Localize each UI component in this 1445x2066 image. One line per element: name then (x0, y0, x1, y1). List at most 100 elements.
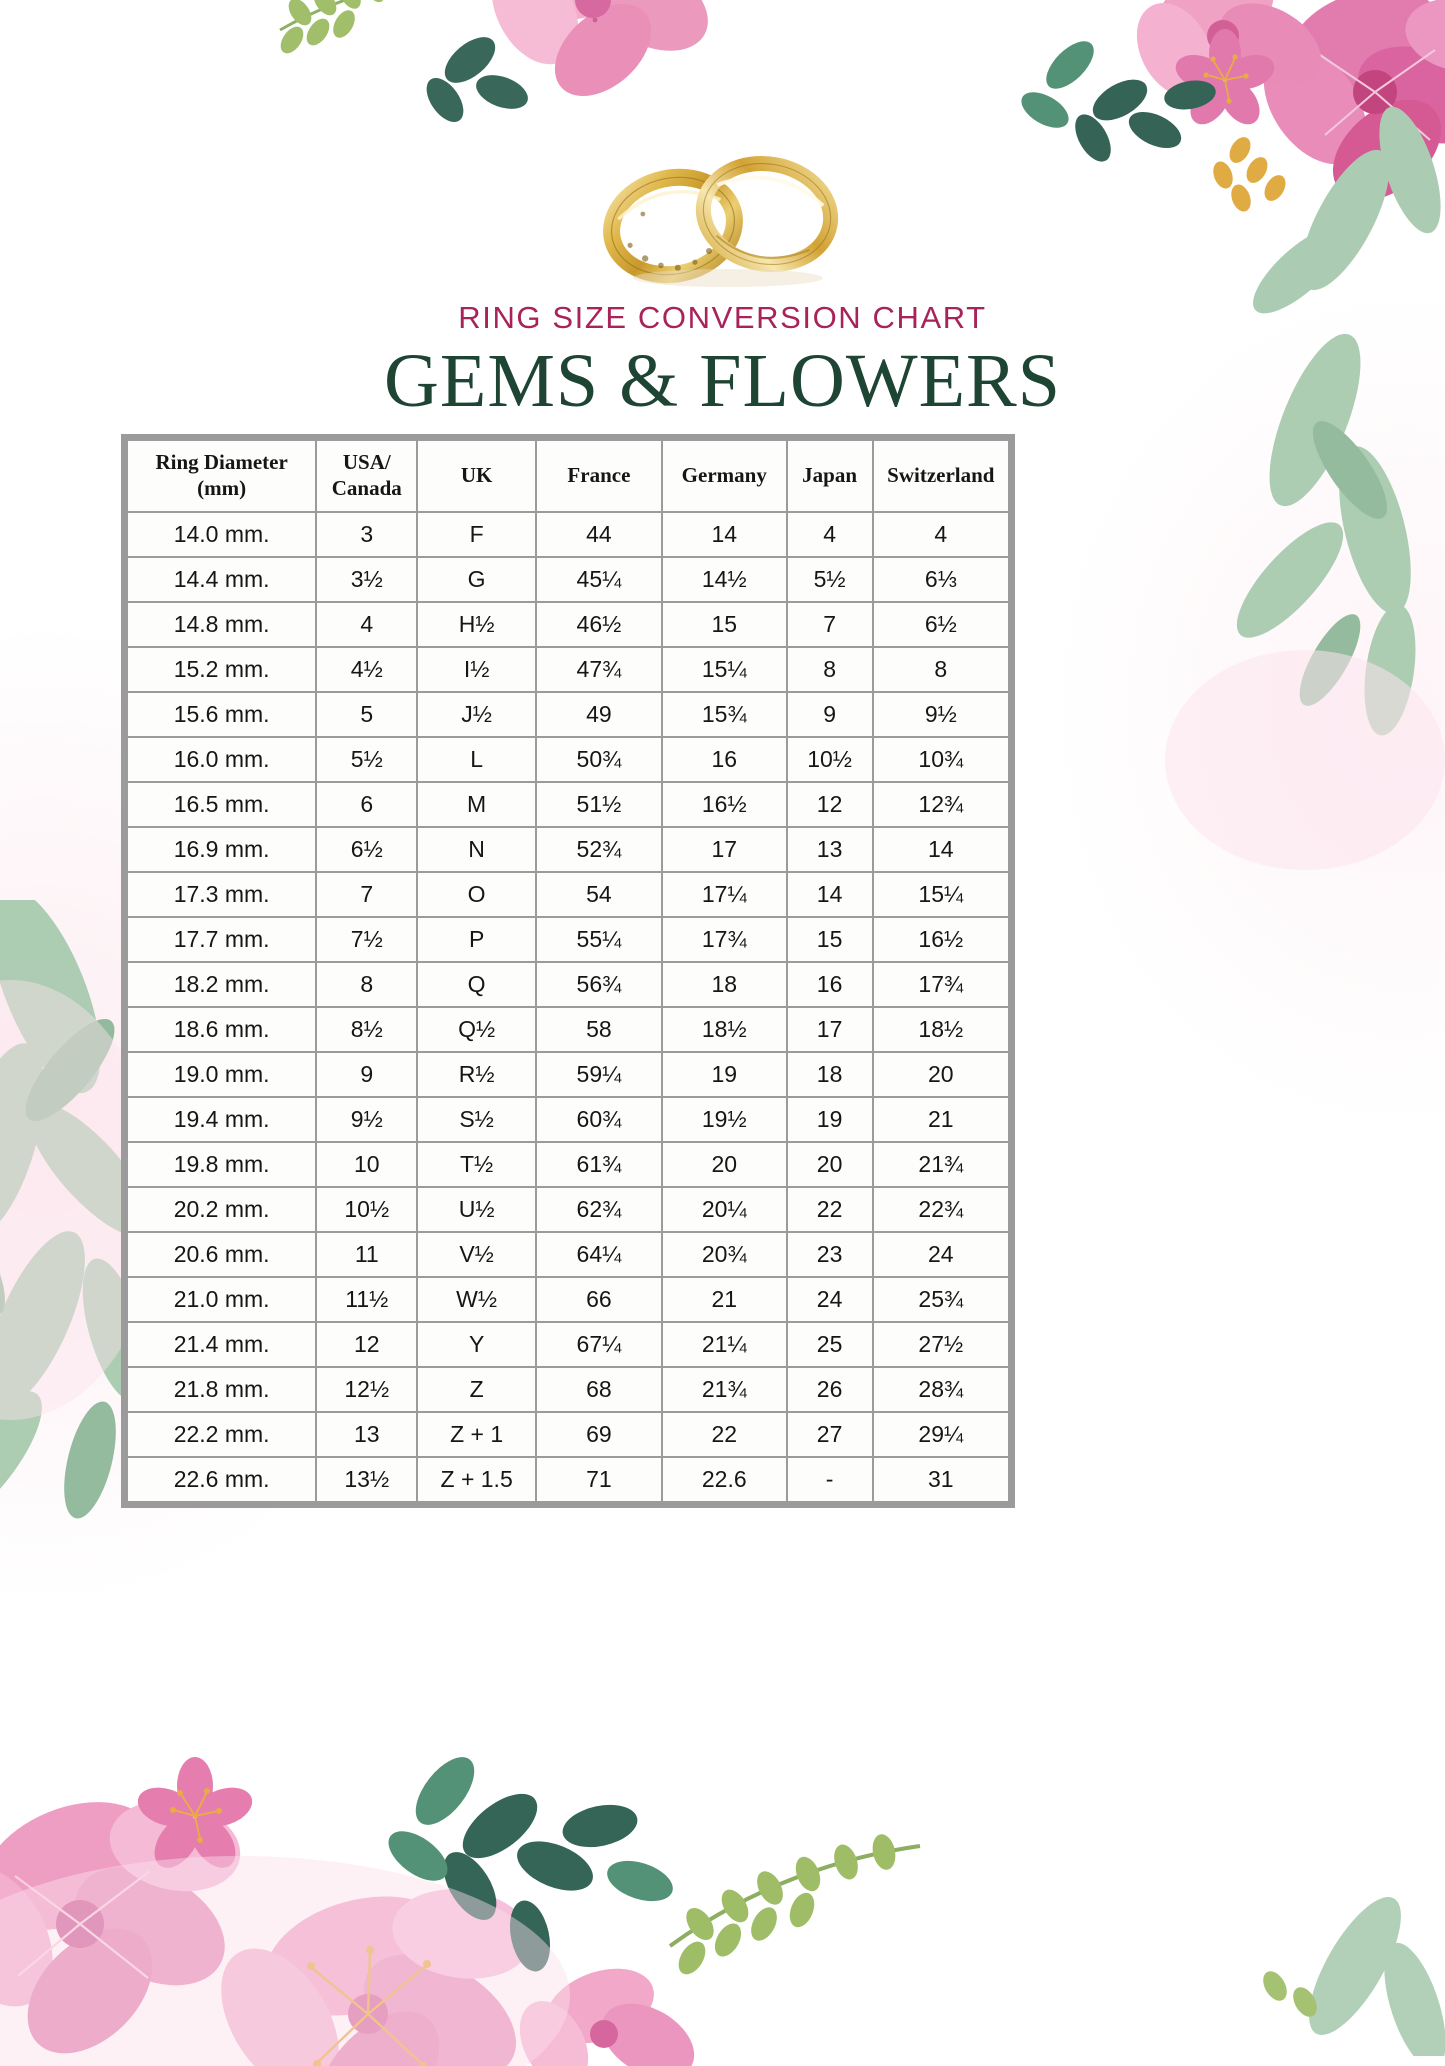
cell-switzerland: 29¼ (873, 1412, 1009, 1457)
cell-ring-diameter: 21.8 mm. (127, 1367, 316, 1412)
cell-japan: 15 (787, 917, 873, 962)
cell-usa-canada: 3½ (316, 557, 417, 602)
cell-germany: 15¼ (662, 647, 787, 692)
conversion-table: Ring Diameter (mm) USA/ Canada UK France… (126, 439, 1010, 1503)
chart-subtitle: RING SIZE CONVERSION CHART (0, 300, 1445, 336)
cell-germany: 20¼ (662, 1187, 787, 1232)
cell-japan: 25 (787, 1322, 873, 1367)
header-line-1: France (567, 463, 630, 487)
cell-germany: 20 (662, 1142, 787, 1187)
cell-france: 46½ (536, 602, 662, 647)
cell-switzerland: 25¾ (873, 1277, 1009, 1322)
cell-japan: 13 (787, 827, 873, 872)
cell-france: 47¾ (536, 647, 662, 692)
cell-uk: F (417, 512, 536, 557)
column-header-switzerland: Switzerland (873, 440, 1009, 512)
cell-germany: 18½ (662, 1007, 787, 1052)
cell-ring-diameter: 18.6 mm. (127, 1007, 316, 1052)
cell-switzerland: 12¾ (873, 782, 1009, 827)
header-line-2: (mm) (197, 476, 246, 500)
cell-uk: I½ (417, 647, 536, 692)
cell-germany: 15¾ (662, 692, 787, 737)
cell-uk: R½ (417, 1052, 536, 1097)
cell-ring-diameter: 16.5 mm. (127, 782, 316, 827)
cell-usa-canada: 8½ (316, 1007, 417, 1052)
cell-usa-canada: 4½ (316, 647, 417, 692)
cell-france: 45¼ (536, 557, 662, 602)
cell-usa-canada: 8 (316, 962, 417, 1007)
cell-france: 50¾ (536, 737, 662, 782)
cell-japan: - (787, 1457, 873, 1502)
cell-germany: 19½ (662, 1097, 787, 1142)
cell-ring-diameter: 22.2 mm. (127, 1412, 316, 1457)
cell-ring-diameter: 17.7 mm. (127, 917, 316, 962)
cell-france: 62¾ (536, 1187, 662, 1232)
cell-germany: 20¾ (662, 1232, 787, 1277)
cell-ring-diameter: 19.0 mm. (127, 1052, 316, 1097)
cell-usa-canada: 5½ (316, 737, 417, 782)
cell-usa-canada: 5 (316, 692, 417, 737)
cell-uk: Z + 1.5 (417, 1457, 536, 1502)
cell-usa-canada: 10½ (316, 1187, 417, 1232)
cell-switzerland: 6⅓ (873, 557, 1009, 602)
cell-france: 49 (536, 692, 662, 737)
cell-switzerland: 17¾ (873, 962, 1009, 1007)
cell-usa-canada: 10 (316, 1142, 417, 1187)
cell-usa-canada: 11 (316, 1232, 417, 1277)
cell-france: 59¼ (536, 1052, 662, 1097)
cell-usa-canada: 6 (316, 782, 417, 827)
cell-switzerland: 18½ (873, 1007, 1009, 1052)
cell-japan: 8 (787, 647, 873, 692)
cell-uk: L (417, 737, 536, 782)
cell-switzerland: 16½ (873, 917, 1009, 962)
cell-japan: 12 (787, 782, 873, 827)
cell-germany: 16½ (662, 782, 787, 827)
cell-france: 58 (536, 1007, 662, 1052)
header-line-2: Canada (332, 476, 402, 500)
cell-switzerland: 4 (873, 512, 1009, 557)
cell-japan: 14 (787, 872, 873, 917)
ring-size-conversion-table: Ring Diameter (mm) USA/ Canada UK France… (121, 434, 1015, 1508)
cell-germany: 21¼ (662, 1322, 787, 1367)
cell-uk: Z (417, 1367, 536, 1412)
cell-switzerland: 9½ (873, 692, 1009, 737)
cell-japan: 19 (787, 1097, 873, 1142)
cell-uk: Q½ (417, 1007, 536, 1052)
cell-usa-canada: 7½ (316, 917, 417, 962)
cell-usa-canada: 12½ (316, 1367, 417, 1412)
cell-germany: 17¼ (662, 872, 787, 917)
cell-uk: N (417, 827, 536, 872)
cell-switzerland: 21¾ (873, 1142, 1009, 1187)
cell-ring-diameter: 18.2 mm. (127, 962, 316, 1007)
cell-uk: O (417, 872, 536, 917)
cell-germany: 14 (662, 512, 787, 557)
cell-france: 61¾ (536, 1142, 662, 1187)
cell-uk: U½ (417, 1187, 536, 1232)
cell-switzerland: 31 (873, 1457, 1009, 1502)
cell-ring-diameter: 14.0 mm. (127, 512, 316, 557)
header-line-1: UK (461, 463, 493, 487)
cell-japan: 7 (787, 602, 873, 647)
gold-wedding-rings-icon (553, 148, 893, 288)
cell-ring-diameter: 14.4 mm. (127, 557, 316, 602)
cell-ring-diameter: 15.6 mm. (127, 692, 316, 737)
cell-usa-canada: 9 (316, 1052, 417, 1097)
cell-uk: S½ (417, 1097, 536, 1142)
cell-uk: H½ (417, 602, 536, 647)
cell-usa-canada: 13½ (316, 1457, 417, 1502)
cell-ring-diameter: 19.4 mm. (127, 1097, 316, 1142)
cell-ring-diameter: 21.0 mm. (127, 1277, 316, 1322)
cell-japan: 16 (787, 962, 873, 1007)
